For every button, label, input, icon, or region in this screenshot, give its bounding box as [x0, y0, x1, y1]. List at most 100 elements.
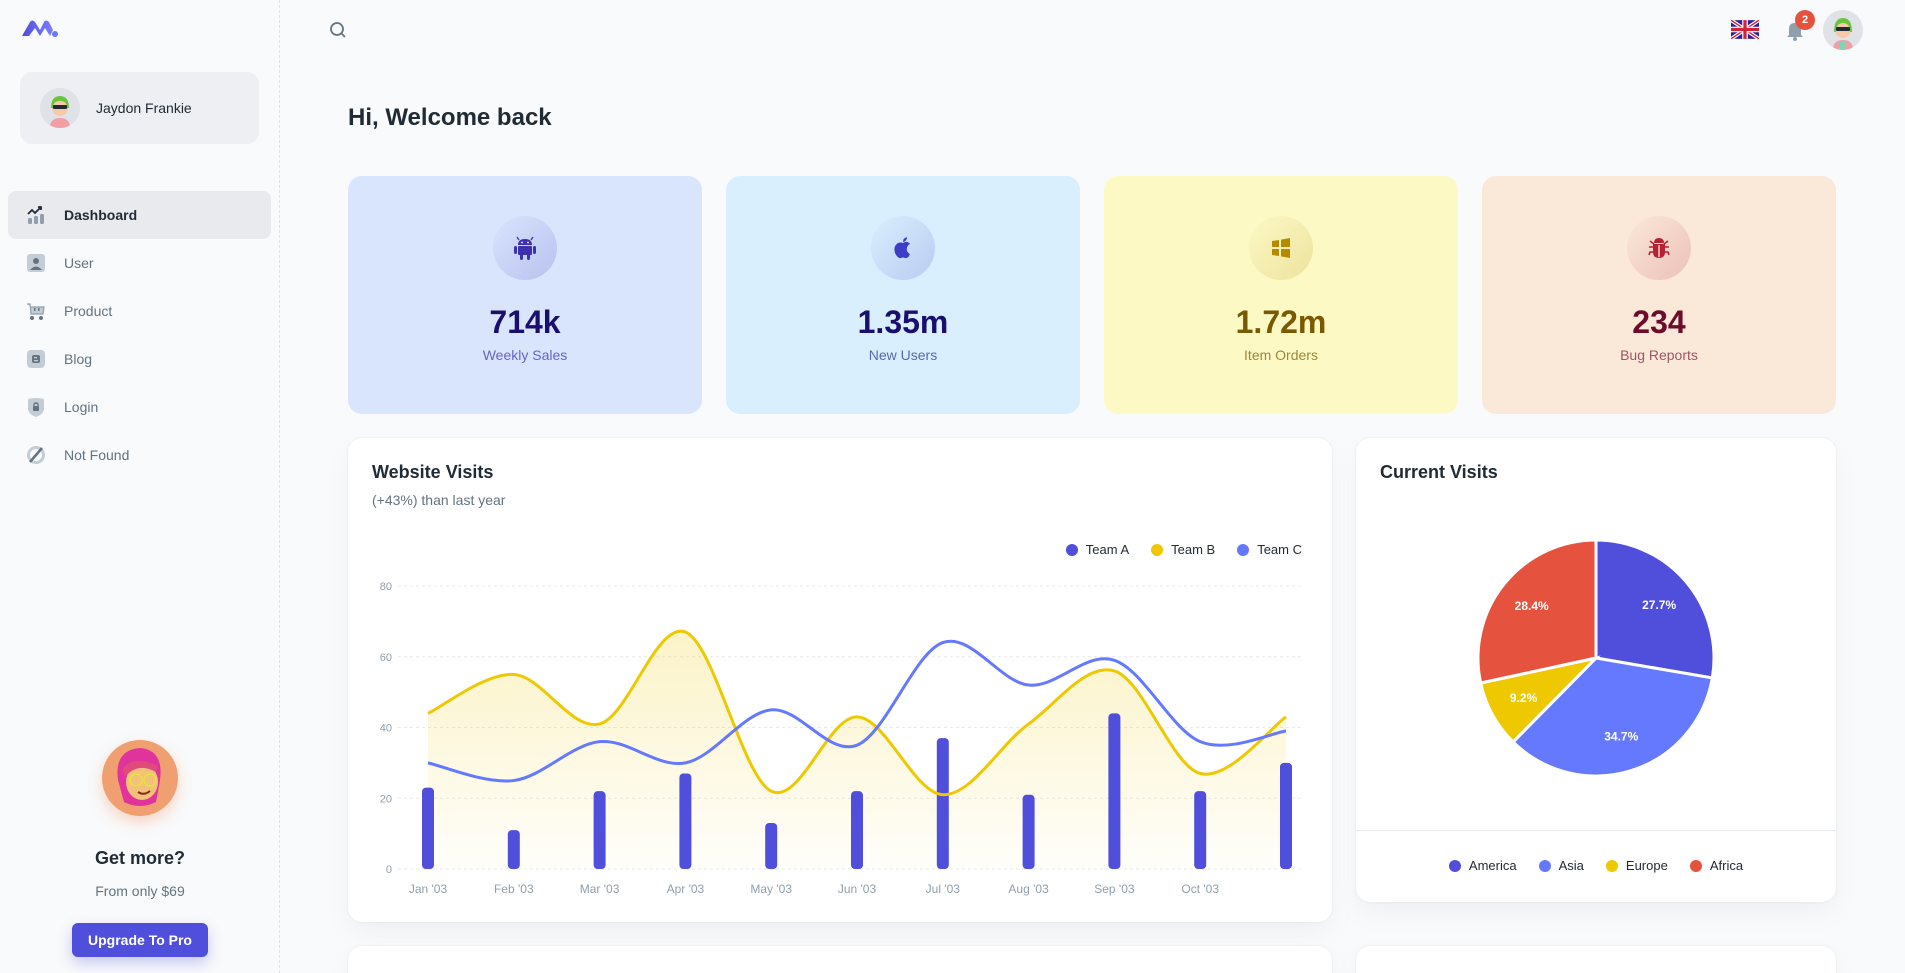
legend-dot — [1538, 859, 1551, 872]
legend-label: Team A — [1085, 542, 1130, 557]
legend-item[interactable]: Team C — [1237, 542, 1302, 557]
y-tick-label: 40 — [380, 723, 392, 735]
language-selector[interactable] — [1729, 18, 1761, 41]
x-tick-label: Jan '03 — [409, 882, 448, 896]
stat-icon-wrap — [493, 216, 557, 280]
pie-slice-america — [1594, 538, 1716, 680]
promo-title: Get more? — [94, 848, 186, 868]
x-tick-label: Sep '03 — [1094, 882, 1135, 896]
sidebar-item-not-found[interactable]: Not Found — [8, 431, 271, 479]
account-avatar-button[interactable] — [1823, 10, 1863, 50]
line-team-b — [427, 629, 1287, 797]
legend-item[interactable]: Asia — [1538, 858, 1584, 873]
legend-dot — [1605, 859, 1618, 872]
sidebar-nav: Dashboard User Product Blog Login — [8, 191, 271, 479]
minimal-logo-icon[interactable] — [20, 16, 60, 40]
stat-label: New Users — [868, 347, 938, 363]
sidebar-item-label: Product — [64, 303, 113, 319]
legend-item[interactable]: Team A — [1065, 542, 1130, 557]
bar-team-a — [851, 791, 863, 869]
upgrade-promo: Get more? From only $69 Upgrade To Pro — [0, 740, 280, 957]
uk-flag-icon — [1729, 18, 1761, 41]
x-tick-label: Oct '03 — [1181, 882, 1219, 896]
bar-team-a — [765, 823, 778, 869]
x-tick-label: May '03 — [750, 882, 792, 896]
legend-dot — [1237, 543, 1250, 556]
legend-divider — [1356, 830, 1836, 831]
pie-slice-asia — [1510, 656, 1715, 778]
apple-icon — [894, 237, 910, 259]
sidebar-item-user[interactable]: User — [8, 239, 271, 287]
stat-value: 1.35m — [857, 304, 949, 340]
search-icon — [330, 22, 346, 38]
sidebar-item-label: User — [64, 255, 94, 271]
android-icon — [514, 236, 536, 260]
stat-card-item-orders: 1.72m Item Orders — [1104, 176, 1458, 414]
x-tick-label: Mar '03 — [580, 882, 620, 896]
stat-value: 714k — [489, 304, 561, 340]
website-visits-title: Website Visits — [372, 462, 494, 482]
bar-team-a — [679, 773, 692, 869]
legend-item[interactable]: America — [1448, 858, 1517, 873]
sidebar-item-blog[interactable]: Blog — [8, 335, 271, 383]
stat-card-new-users: 1.35m New Users — [726, 176, 1080, 414]
sidebar-item-label: Dashboard — [64, 207, 138, 223]
bar-team-a — [1022, 794, 1035, 869]
pie-slice-africa — [1476, 538, 1598, 685]
legend-item[interactable]: Europe — [1605, 858, 1668, 873]
cart-icon — [24, 299, 48, 323]
x-tick-label: Apr '03 — [667, 882, 705, 896]
x-tick-label: Feb '03 — [494, 882, 534, 896]
sidebar-item-label: Login — [64, 399, 99, 415]
windows-icon — [1272, 238, 1290, 258]
pie-value-label: 9.2% — [1510, 691, 1538, 705]
lock-icon — [24, 395, 48, 419]
sidebar-item-login[interactable]: Login — [8, 383, 271, 431]
legend-item[interactable]: Africa — [1689, 858, 1744, 873]
sidebar-item-product[interactable]: Product — [8, 287, 271, 335]
sidebar: Jaydon Frankie Dashboard User Product Bl… — [0, 0, 280, 973]
stat-label: Item Orders — [1244, 347, 1318, 363]
website-visits-chart: 0 20 40 60 80 Jan '03 Feb '03 Mar '03 Apr '03 May… — [380, 581, 1301, 896]
current-visits-legend: America Asia Europe Africa — [1356, 858, 1836, 873]
website-visits-legend: Team A Team B Team C — [1065, 542, 1302, 557]
stat-icon-wrap — [1627, 216, 1691, 280]
bottom-right-card — [1356, 946, 1836, 973]
account-card[interactable]: Jaydon Frankie — [20, 72, 259, 144]
bug-icon — [1648, 238, 1670, 258]
stat-value: 1.72m — [1235, 304, 1327, 340]
bar-team-a — [593, 791, 606, 869]
legend-dot — [1448, 859, 1461, 872]
bar-team-a — [1194, 791, 1207, 869]
pie-value-label: 27.7% — [1642, 598, 1676, 612]
legend-label: Asia — [1558, 858, 1584, 873]
legend-dot — [1151, 543, 1164, 556]
stat-card-bug-reports: 234 Bug Reports — [1482, 176, 1836, 414]
avatar-image — [1823, 10, 1863, 50]
bottom-left-card — [348, 946, 1332, 973]
website-visits-subtitle: (+43%) than last year — [372, 492, 506, 508]
notifications-badge: 2 — [1795, 10, 1815, 30]
current-visits-chart: 27.7% 34.7% 9.2% 28.4% — [1476, 538, 1716, 778]
stat-card-weekly-sales: 714k Weekly Sales — [348, 176, 702, 414]
legend-dot — [1065, 543, 1078, 556]
y-tick-label: 20 — [380, 793, 392, 805]
legend-label: Africa — [1709, 858, 1744, 873]
page-title: Hi, Welcome back — [348, 104, 552, 131]
legend-item[interactable]: Team B — [1151, 542, 1215, 557]
website-visits-card: Website Visits (+43%) than last year Tea… — [348, 438, 1332, 922]
sidebar-item-dashboard[interactable]: Dashboard — [8, 191, 271, 239]
y-tick-label: 0 — [386, 864, 392, 876]
pie-value-label: 28.4% — [1515, 599, 1549, 613]
legend-dot — [1689, 859, 1702, 872]
upgrade-button[interactable]: Upgrade To Pro — [72, 923, 208, 957]
line-team-c — [427, 639, 1287, 783]
stat-value: 234 — [1632, 304, 1686, 340]
legend-label: Europe — [1625, 858, 1668, 873]
y-tick-label: 80 — [380, 581, 392, 593]
stat-label: Bug Reports — [1620, 347, 1698, 363]
legend-label: Team C — [1257, 542, 1302, 557]
search-button[interactable] — [326, 18, 350, 42]
x-tick-label: Jun '03 — [838, 882, 877, 896]
bar-team-a — [422, 787, 434, 869]
